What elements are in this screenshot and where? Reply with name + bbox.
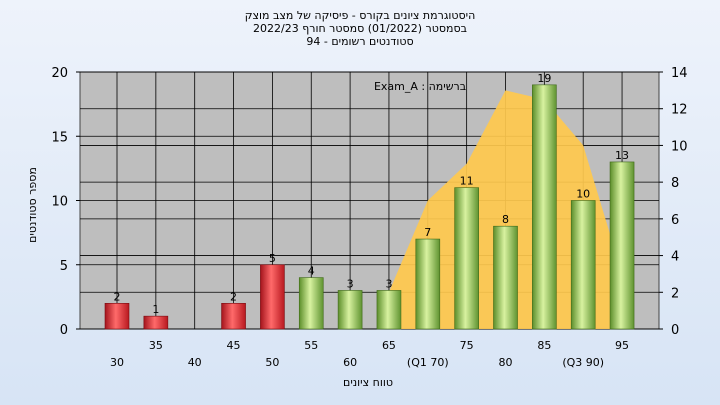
chart-title: היסטוגרמת ציונים בקורס - פיסיקה של מצב מ… bbox=[244, 9, 476, 22]
y-tick-label: 5 bbox=[60, 259, 68, 274]
bar-value-label: 5 bbox=[269, 252, 276, 265]
bar-12 bbox=[570, 200, 596, 330]
y2-tick-label: 14 bbox=[671, 66, 688, 81]
bars-group: 2 1 2 5 4 3 3 7 11 8 19 10 13 bbox=[104, 72, 635, 330]
y2-tick-label: 8 bbox=[671, 176, 679, 191]
bar-3 bbox=[221, 302, 246, 330]
chart-subtitle-semester: בסמסטר (01/2022) סמסטר חורף 2022/23 bbox=[253, 22, 467, 35]
x-tick-label: 30 bbox=[110, 356, 124, 369]
bar-11 bbox=[532, 84, 557, 330]
x-tick-label: 75 bbox=[460, 339, 474, 352]
y2-tick-label: 0 bbox=[671, 323, 679, 338]
bar-value-label: 11 bbox=[460, 175, 474, 188]
bar-13 bbox=[609, 161, 635, 330]
list-annotation: Exam_A : ברשימה bbox=[374, 80, 466, 93]
cumulative-area bbox=[388, 90, 623, 329]
x-tick-label: 60 bbox=[343, 356, 357, 369]
x-tick-label: 45 bbox=[227, 339, 241, 352]
x-tick-label: 40 bbox=[188, 356, 202, 369]
bar-4 bbox=[260, 264, 285, 330]
bar-value-label: 3 bbox=[385, 277, 392, 290]
bar-value-label: 13 bbox=[615, 149, 629, 162]
x-axis-label: טווח ציונים bbox=[343, 376, 393, 389]
bar-value-label: 2 bbox=[230, 290, 237, 303]
bar-value-label: 1 bbox=[152, 303, 159, 316]
y2-tick-label: 4 bbox=[671, 250, 679, 265]
y-axis-label: מספר סטודנטים bbox=[26, 167, 39, 243]
y2-tick-label: 10 bbox=[671, 139, 688, 154]
y2-tick-label: 6 bbox=[671, 213, 679, 228]
y2-tick-label: 2 bbox=[671, 286, 679, 301]
bar-value-label: 2 bbox=[114, 290, 121, 303]
y-tick-label: 10 bbox=[51, 195, 68, 210]
x-tick-label: 80 bbox=[499, 356, 513, 369]
bar-value-label: 10 bbox=[576, 188, 590, 201]
bar-value-label: 4 bbox=[308, 265, 315, 278]
bar-10 bbox=[493, 225, 518, 330]
bar-1 bbox=[143, 315, 169, 330]
chart-subtitle-year: סטודנטים רשומים - 94 bbox=[306, 35, 414, 48]
x-tick-label: 95 bbox=[615, 339, 629, 352]
x-tick-label: 35 bbox=[149, 339, 163, 352]
x-tick-label: (Q1 70) bbox=[407, 356, 449, 369]
bar-6 bbox=[337, 290, 363, 330]
bar-value-label: 8 bbox=[502, 213, 509, 226]
bar-8 bbox=[415, 238, 441, 330]
x-tick-label: 65 bbox=[382, 339, 396, 352]
bar-0 bbox=[104, 302, 130, 330]
bar-value-label: 7 bbox=[424, 226, 431, 239]
bar-5 bbox=[298, 277, 324, 330]
bar-7 bbox=[376, 290, 402, 330]
y-tick-label: 15 bbox=[51, 130, 68, 145]
y-tick-label: 0 bbox=[60, 323, 68, 338]
x-tick-label: 85 bbox=[537, 339, 551, 352]
x-tick-label: (Q3 90) bbox=[562, 356, 604, 369]
y2-tick-label: 12 bbox=[671, 103, 688, 118]
x-tick-label: 55 bbox=[304, 339, 318, 352]
bar-value-label: 19 bbox=[537, 72, 551, 85]
bar-9 bbox=[454, 187, 479, 330]
y-tick-label: 20 bbox=[51, 66, 68, 81]
bar-value-label: 3 bbox=[347, 277, 354, 290]
x-tick-label: 50 bbox=[265, 356, 279, 369]
